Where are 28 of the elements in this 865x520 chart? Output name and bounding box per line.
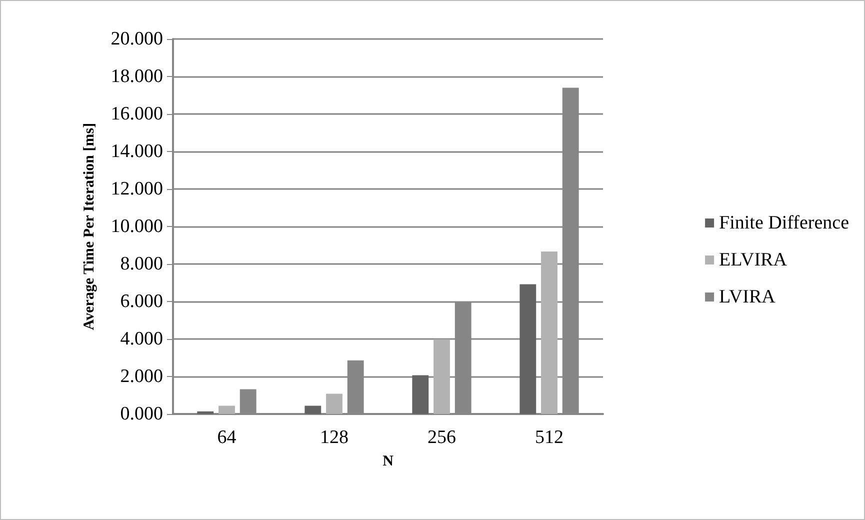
bar — [541, 251, 558, 414]
bar — [304, 406, 322, 414]
x-axis-title: N — [382, 454, 394, 470]
bar — [326, 394, 342, 414]
y-tick-label: 2.000 — [120, 366, 163, 387]
bar — [218, 406, 235, 414]
legend-label: LVIRA — [719, 286, 776, 308]
legend-label: ELVIRA — [719, 250, 788, 270]
y-tick-label: 16.000 — [110, 104, 163, 124]
legend-label: Finite Difference — [719, 212, 850, 234]
y-axis-title: Average Time Per Iteration [ms] — [82, 122, 98, 330]
x-tick-label: 256 — [428, 427, 456, 448]
bar — [434, 339, 450, 414]
y-tick-label: 4.000 — [120, 328, 163, 350]
y-tick-label: 18.000 — [110, 66, 163, 87]
x-tick-label: 64 — [217, 427, 237, 448]
y-tick-label: 20.000 — [110, 28, 163, 50]
y-tick-label: 8.000 — [120, 254, 163, 274]
bar — [520, 284, 536, 414]
bar — [197, 411, 214, 414]
x-tick-label: 512 — [535, 427, 564, 448]
y-tick-label: 0.000 — [120, 404, 163, 424]
x-tick-label: 128 — [320, 427, 348, 448]
y-tick-label: 12.000 — [110, 178, 163, 200]
y-tick-label: 10.000 — [110, 216, 163, 237]
bar — [412, 375, 429, 414]
y-tick-label: 6.000 — [120, 291, 163, 312]
y-tick-label: 14.000 — [110, 141, 163, 162]
